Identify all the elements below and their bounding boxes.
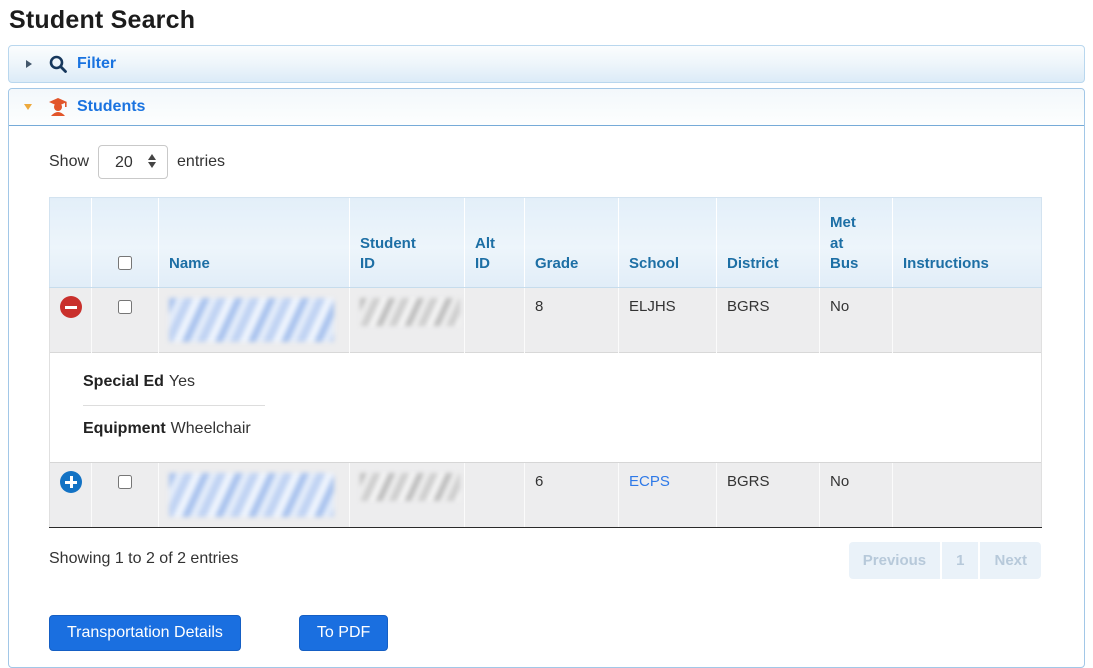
expand-cell (49, 462, 92, 528)
entries-label: entries (177, 153, 226, 170)
to-pdf-button[interactable]: To PDF (298, 615, 389, 651)
col-expand-header (49, 197, 92, 288)
district-cell: BGRS (716, 462, 820, 528)
filter-panel-label: Filter (77, 55, 117, 72)
student-row-2: 6 ECPS BGRS No (49, 462, 1042, 528)
name-cell (158, 462, 350, 528)
row-checkbox[interactable] (118, 475, 132, 489)
school-link[interactable]: ECPS (629, 473, 670, 490)
student-row-1: 8 ELJHS BGRS No (49, 287, 1042, 353)
expand-cell (49, 287, 92, 353)
pagination-page-1-button[interactable]: 1 (942, 542, 979, 579)
col-select-header (91, 197, 159, 288)
student-icon (48, 97, 68, 117)
col-school-header[interactable]: School (618, 197, 717, 288)
table-header-row: Name Student ID Alt ID Grade School Dist… (49, 197, 1042, 288)
action-buttons: Transportation Details To PDF (49, 615, 1044, 651)
student-row-1-details: Special Ed Yes Equipment Wheelchair (49, 352, 1042, 463)
col-met-at-bus-header[interactable]: Met at Bus (819, 197, 893, 288)
col-alt-id-header[interactable]: Alt ID (464, 197, 525, 288)
pagination: Previous 1 Next (848, 542, 1041, 579)
student-id-cell (349, 462, 465, 528)
students-panel-header[interactable]: Students (9, 89, 1084, 126)
redacted-student-id (360, 473, 460, 501)
col-grade-header[interactable]: Grade (524, 197, 619, 288)
alt-id-cell (464, 287, 525, 353)
chevron-right-icon (26, 60, 32, 68)
students-panel-label: Students (77, 98, 146, 115)
table-footer: Showing 1 to 2 of 2 entries Previous 1 N… (49, 542, 1041, 579)
redacted-name (169, 298, 334, 342)
expand-row-button[interactable] (60, 471, 82, 493)
alt-id-cell (464, 462, 525, 528)
pagination-previous-button[interactable]: Previous (848, 542, 941, 579)
filter-panel-header[interactable]: Filter (8, 45, 1085, 83)
select-cell (91, 462, 159, 528)
col-name-header[interactable]: Name (158, 197, 350, 288)
chevron-down-icon (24, 104, 32, 110)
grade-cell: 8 (524, 287, 619, 353)
instructions-cell (892, 287, 1042, 353)
show-label: Show (49, 153, 90, 170)
page-length-select[interactable]: 20 (98, 145, 169, 179)
col-district-header[interactable]: District (716, 197, 820, 288)
page-title: Student Search (9, 6, 196, 34)
detail-special-ed: Special Ed Yes (83, 365, 265, 406)
school-cell: ELJHS (618, 287, 717, 353)
page-length-control: Show 20 entries (49, 145, 1044, 179)
col-student-id-header[interactable]: Student ID (349, 197, 465, 288)
grade-cell: 6 (524, 462, 619, 528)
instructions-cell (892, 462, 1042, 528)
redacted-name (169, 473, 334, 517)
students-panel: Students Show 20 entries (8, 88, 1085, 668)
col-instructions-header[interactable]: Instructions (892, 197, 1042, 288)
collapse-row-button[interactable] (60, 296, 82, 318)
students-panel-body: Show 20 entries Name (9, 126, 1084, 667)
name-cell (158, 287, 350, 353)
select-cell (91, 287, 159, 353)
detail-equipment: Equipment Wheelchair (83, 420, 251, 437)
met-at-bus-cell: No (819, 287, 893, 353)
students-table: Name Student ID Alt ID Grade School Dist… (49, 197, 1042, 528)
school-cell: ECPS (618, 462, 717, 528)
row-checkbox[interactable] (118, 300, 132, 314)
met-at-bus-cell: No (819, 462, 893, 528)
search-icon (48, 54, 68, 74)
select-all-checkbox[interactable] (118, 256, 132, 270)
student-id-cell (349, 287, 465, 353)
pagination-next-button[interactable]: Next (980, 542, 1041, 579)
transportation-details-button[interactable]: Transportation Details (49, 615, 241, 651)
entries-summary: Showing 1 to 2 of 2 entries (49, 550, 239, 567)
district-cell: BGRS (716, 287, 820, 353)
redacted-student-id (360, 298, 460, 326)
